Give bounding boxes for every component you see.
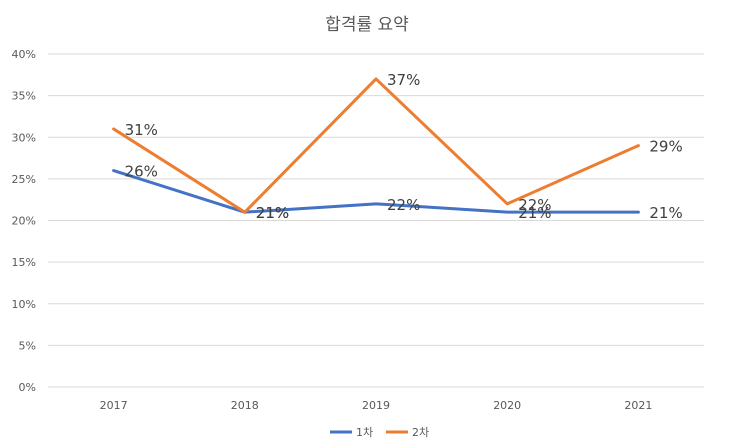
data-label: 37% [387, 71, 420, 89]
series-line-2 [112, 77, 640, 214]
x-tick-label: 2021 [624, 399, 652, 412]
series-lines [112, 77, 640, 214]
y-tick-label: 30% [12, 131, 36, 144]
y-tick-label: 15% [12, 256, 36, 269]
y-tick-label: 40% [12, 48, 36, 61]
x-tick-label: 2020 [493, 399, 521, 412]
y-axis-ticks: 0% 5% 10% 15% 20% 25% 30% 35% 40% [12, 48, 36, 394]
y-tick-label: 10% [12, 298, 36, 311]
x-tick-label: 2017 [100, 399, 128, 412]
data-label: 21% [256, 204, 289, 222]
y-tick-label: 35% [12, 90, 36, 103]
data-label: 21% [518, 204, 551, 222]
legend-label: 2차 [412, 426, 429, 439]
chart-title: 합격률 요약 [325, 15, 409, 35]
data-label: 21% [256, 204, 289, 222]
y-tick-label: 20% [12, 215, 36, 228]
data-label: 22% [387, 196, 420, 214]
data-label: 22% [518, 196, 551, 214]
data-label: 31% [125, 121, 158, 139]
x-tick-label: 2018 [231, 399, 259, 412]
gridlines [48, 53, 704, 388]
data-label: 21% [649, 204, 682, 222]
x-tick-label: 2019 [362, 399, 390, 412]
y-tick-label: 5% [19, 339, 36, 352]
data-labels: 26%21% 22% 21% 21%31%21%37%22%29% [125, 71, 683, 222]
x-axis-ticks: 2017 2018 2019 2020 2021 [100, 399, 653, 412]
data-label: 29% [649, 138, 682, 156]
legend-label: 1차 [356, 426, 373, 439]
legend: 1차 2차 [330, 426, 429, 439]
series-line-1 [112, 169, 640, 214]
y-tick-label: 25% [12, 173, 36, 186]
data-label: 26% [125, 163, 158, 181]
y-tick-label: 0% [19, 381, 36, 394]
